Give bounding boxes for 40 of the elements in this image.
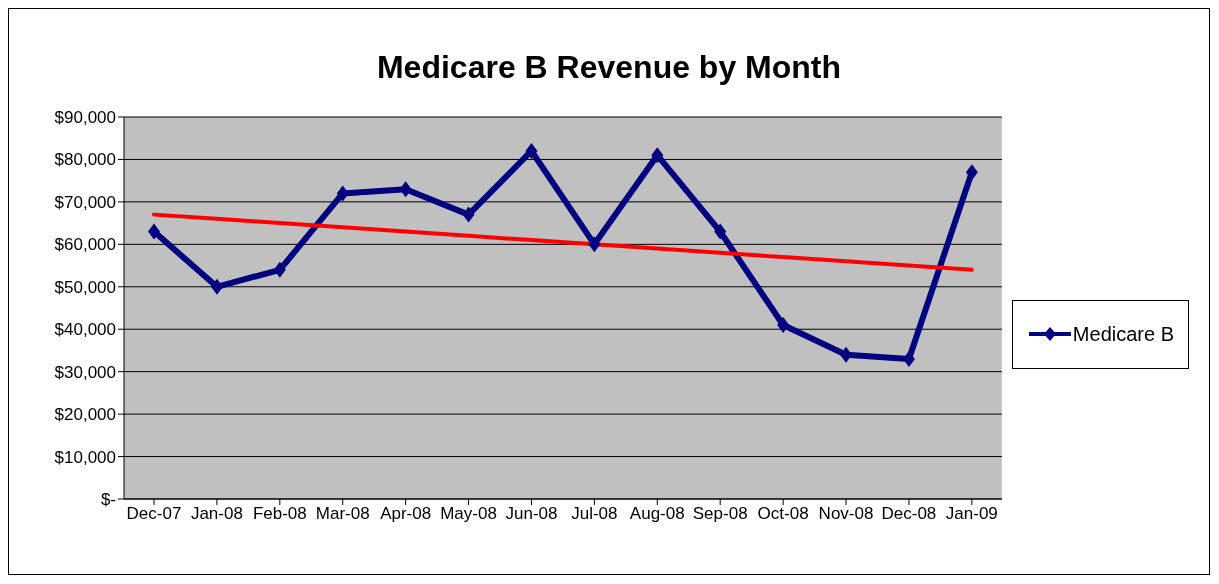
y-tick-label: $30,000 bbox=[54, 362, 116, 382]
x-tick-label: Jan-09 bbox=[945, 504, 998, 524]
point bbox=[210, 278, 223, 295]
point bbox=[965, 164, 978, 181]
y-tick-label: $70,000 bbox=[54, 192, 116, 212]
chart-title: Medicare B Revenue by Month bbox=[375, 49, 843, 87]
y-tick-label: $20,000 bbox=[54, 405, 116, 425]
y-tick-label: $80,000 bbox=[54, 150, 116, 170]
x-tick-label: Aug-08 bbox=[629, 504, 685, 524]
point bbox=[651, 147, 664, 164]
point bbox=[525, 142, 538, 159]
x-tick-label: Mar-08 bbox=[315, 504, 370, 524]
x-tick-label: Nov-08 bbox=[818, 504, 874, 524]
y-tick-label: $60,000 bbox=[54, 235, 116, 255]
x-tick-label: Dec-07 bbox=[126, 504, 182, 524]
x-tick-label: Jun-08 bbox=[505, 504, 558, 524]
legend-label: Medicare B bbox=[1072, 322, 1174, 346]
y-tick-label: $40,000 bbox=[54, 320, 116, 340]
x-tick-label: Apr-08 bbox=[380, 504, 432, 524]
x-tick-label: Feb-08 bbox=[252, 504, 307, 524]
point bbox=[714, 223, 727, 240]
point bbox=[336, 185, 349, 202]
point bbox=[148, 223, 160, 240]
y-tick-label: $- bbox=[100, 490, 116, 510]
x-tick-label: Sep-08 bbox=[692, 504, 748, 524]
point bbox=[399, 181, 412, 198]
point bbox=[902, 350, 915, 367]
point bbox=[777, 316, 790, 333]
line-series bbox=[152, 212, 974, 272]
point bbox=[462, 206, 475, 223]
point bbox=[588, 236, 601, 253]
x-tick-label: Oct-08 bbox=[757, 504, 809, 524]
x-tick-label: Jul-08 bbox=[571, 504, 618, 524]
point bbox=[273, 261, 286, 278]
x-tick-label: Jan-08 bbox=[190, 504, 243, 524]
y-tick-label: $90,000 bbox=[54, 108, 116, 128]
x-tick-label: May-08 bbox=[440, 504, 497, 524]
y-tick-label: $10,000 bbox=[54, 447, 116, 467]
x-tick-label: Dec-08 bbox=[881, 504, 937, 524]
y-tick-label: $50,000 bbox=[54, 277, 116, 297]
